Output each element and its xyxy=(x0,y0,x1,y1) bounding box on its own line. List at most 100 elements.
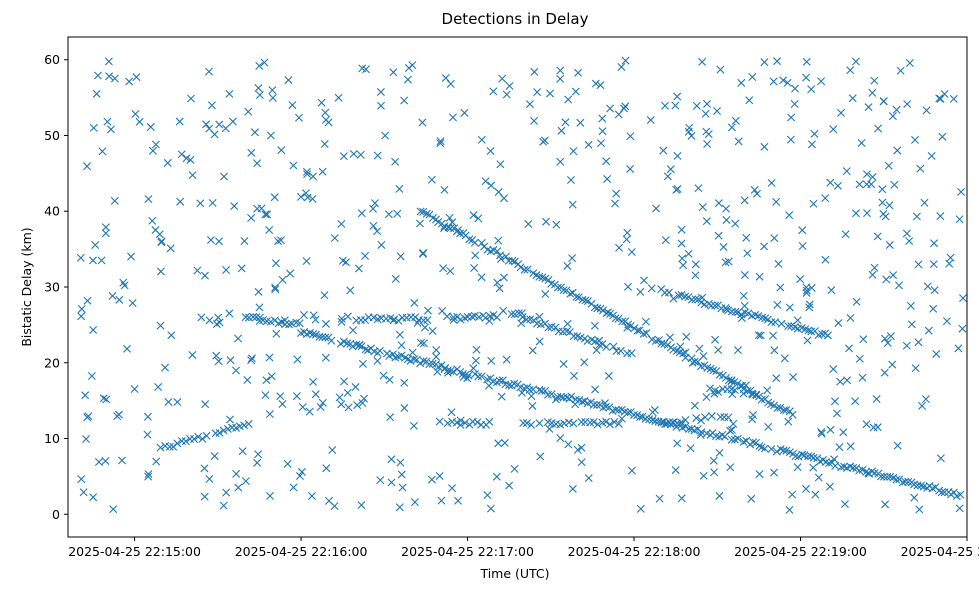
data-point xyxy=(556,157,565,166)
data-point xyxy=(253,159,262,168)
data-point xyxy=(809,199,818,208)
data-point xyxy=(244,419,253,428)
data-point xyxy=(278,400,287,409)
x-tick-label: 2025-04-25 22:18:00 xyxy=(568,544,701,559)
data-point xyxy=(740,301,749,310)
data-point xyxy=(270,193,279,202)
data-point xyxy=(181,437,190,446)
data-point xyxy=(222,266,231,274)
data-point xyxy=(710,389,719,398)
data-point xyxy=(786,135,795,144)
data-point xyxy=(564,440,573,449)
data-point xyxy=(359,394,368,403)
data-point xyxy=(234,334,243,343)
data-point xyxy=(343,339,352,348)
data-point xyxy=(373,151,382,160)
data-point xyxy=(677,418,686,427)
data-point xyxy=(580,358,589,367)
data-point xyxy=(731,219,740,228)
data-point xyxy=(796,275,805,284)
data-point xyxy=(446,224,455,233)
data-point xyxy=(339,152,348,161)
data-point xyxy=(502,355,511,364)
data-point xyxy=(349,326,358,335)
x-axis: 2025-04-25 22:15:00 2025-04-25 22:16:00 20… xyxy=(68,537,979,559)
data-point xyxy=(373,356,382,365)
data-point xyxy=(77,312,86,321)
data-point xyxy=(692,101,701,110)
data-point xyxy=(271,259,280,268)
data-point xyxy=(303,193,312,202)
data-point xyxy=(400,378,409,387)
data-point xyxy=(788,410,797,419)
data-point xyxy=(274,237,283,246)
data-point xyxy=(852,209,860,218)
data-point xyxy=(391,157,400,166)
data-point xyxy=(935,94,944,103)
data-point xyxy=(498,74,507,83)
data-point xyxy=(873,232,882,241)
data-point xyxy=(357,501,366,510)
data-point xyxy=(590,321,599,330)
data-point xyxy=(912,212,921,221)
data-point xyxy=(957,187,966,196)
data-point xyxy=(487,181,496,190)
data-point xyxy=(499,306,508,315)
data-point xyxy=(353,401,362,410)
data-point xyxy=(807,327,816,336)
data-point xyxy=(144,195,153,204)
data-point xyxy=(226,415,234,424)
data-point xyxy=(774,259,783,268)
data-point xyxy=(864,103,873,112)
data-point xyxy=(599,403,608,412)
data-point xyxy=(435,417,444,426)
data-point xyxy=(101,457,110,466)
data-point xyxy=(109,505,118,514)
data-point xyxy=(740,196,749,205)
data-point xyxy=(823,331,832,340)
data-point xyxy=(754,331,763,340)
data-point xyxy=(166,244,175,253)
data-point xyxy=(937,488,946,497)
data-point xyxy=(617,414,626,423)
data-point xyxy=(886,472,895,481)
data-point xyxy=(385,375,394,384)
data-point xyxy=(469,211,478,220)
data-point xyxy=(254,450,263,459)
data-point xyxy=(546,89,555,98)
data-point xyxy=(817,428,826,437)
data-point xyxy=(691,271,700,280)
data-point xyxy=(351,383,360,392)
data-point xyxy=(403,355,412,364)
data-point xyxy=(421,323,429,332)
data-point xyxy=(125,77,134,86)
data-point xyxy=(200,464,209,473)
data-point xyxy=(731,307,740,316)
data-point xyxy=(389,68,398,77)
data-point xyxy=(194,432,203,441)
data-point xyxy=(82,435,91,444)
data-point xyxy=(591,79,600,88)
data-point xyxy=(377,101,385,110)
data-point xyxy=(711,335,720,344)
data-point xyxy=(110,196,119,205)
data-point xyxy=(255,317,264,325)
data-point xyxy=(92,89,101,98)
data-point xyxy=(253,458,262,467)
data-point xyxy=(697,416,705,425)
data-point xyxy=(505,381,514,390)
data-point xyxy=(884,161,893,170)
data-point xyxy=(787,113,796,122)
data-point xyxy=(703,139,712,148)
data-point xyxy=(701,413,710,422)
data-point xyxy=(416,359,425,368)
data-point xyxy=(295,471,304,480)
data-point xyxy=(437,496,446,505)
data-point xyxy=(785,211,794,220)
data-point xyxy=(776,283,785,292)
data-point xyxy=(330,234,339,243)
data-point xyxy=(890,180,899,189)
data-point xyxy=(225,89,234,98)
data-point xyxy=(185,434,194,443)
data-point xyxy=(389,350,397,359)
